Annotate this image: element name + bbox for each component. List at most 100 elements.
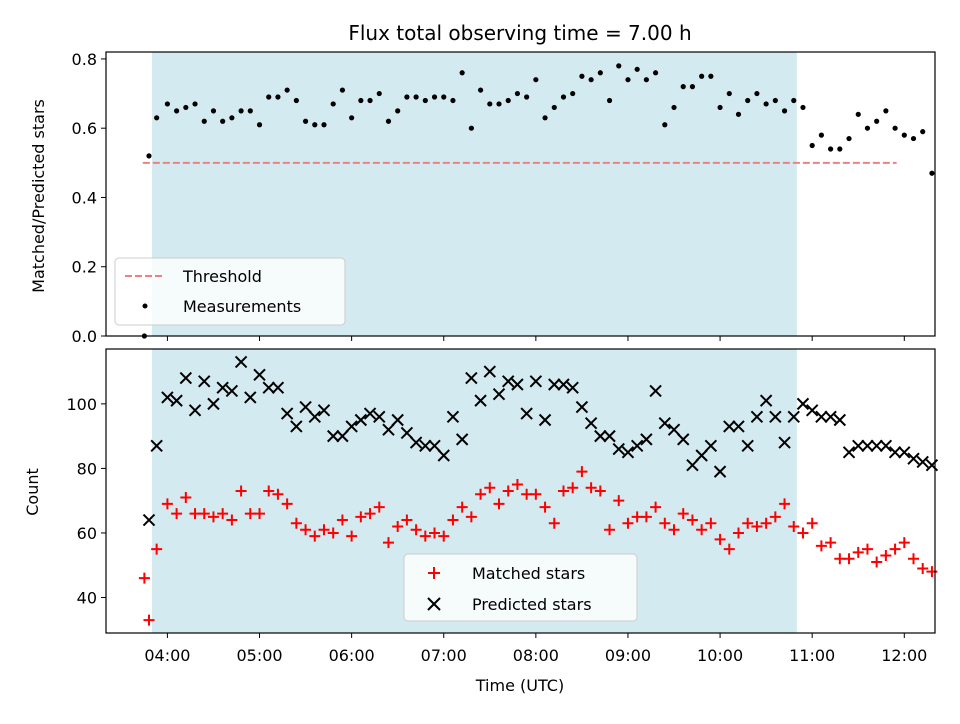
measurement-point	[266, 94, 272, 100]
predicted-star-point	[778, 436, 791, 449]
measurement-point	[367, 97, 373, 104]
matched-star-point	[548, 517, 560, 529]
measurement-point	[358, 97, 364, 104]
legend-predicted-label: Predicted stars	[472, 595, 592, 614]
matched-star-point	[318, 524, 330, 536]
matched-star-point	[576, 466, 588, 478]
predicted-star-point	[529, 375, 543, 388]
predicted-star-point	[557, 378, 570, 391]
measurement-point	[809, 142, 815, 149]
measurement-point	[459, 70, 465, 76]
chart-title: Flux total observing time = 7.00 h	[348, 21, 691, 45]
predicted-star-point	[336, 429, 349, 443]
predicted-star-point	[483, 365, 497, 378]
measurement-point	[671, 104, 677, 111]
measurement-point	[864, 125, 871, 131]
predicted-star-point	[603, 429, 616, 443]
matched-star-point	[226, 514, 238, 526]
predicted-star-point	[308, 410, 321, 423]
predicted-star-point	[898, 446, 911, 459]
measurement-point	[210, 108, 217, 114]
predicted-star-point	[861, 439, 874, 453]
predicted-star-point	[520, 407, 533, 420]
bottom-x-ticks: 04:00 05:00 06:00 07:00 08:00 09:00 10:00 11:00…	[144, 633, 927, 665]
predicted-star-point	[594, 429, 607, 443]
predicted-star-point	[548, 378, 561, 391]
matched-star-point	[364, 508, 376, 520]
matched-star-point	[815, 540, 827, 552]
predicted-star-point	[225, 384, 239, 398]
bottom-xtick-label: 07:00	[421, 646, 467, 665]
measurement-point	[883, 108, 889, 114]
matched-star-point	[825, 537, 837, 549]
matched-star-point	[493, 498, 505, 510]
matched-star-point	[567, 482, 579, 494]
matched-star-point	[290, 517, 302, 529]
predicted-star-point	[538, 413, 552, 427]
predicted-star-point	[852, 439, 865, 453]
predicted-star-point	[262, 381, 275, 394]
matched-star-point	[742, 517, 754, 529]
measurement-point	[588, 77, 594, 83]
top-ytick-label: 0.6	[72, 119, 97, 138]
predicted-star-point	[363, 407, 377, 420]
matched-star-point	[180, 491, 192, 503]
measurement-point	[201, 118, 207, 124]
predicted-star-point	[271, 381, 285, 394]
predicted-star-point	[428, 439, 441, 453]
matched-star-point	[244, 508, 256, 520]
top-panel: 0.00.20.40.60.8 Matched/Predicted stars …	[29, 50, 936, 346]
predicted-star-point	[888, 446, 902, 459]
measurement-point	[828, 146, 834, 152]
predicted-star-point	[207, 397, 220, 411]
measurement-point	[477, 87, 484, 93]
matched-star-point	[456, 501, 468, 513]
top-legend-box	[114, 257, 346, 326]
matched-star-point	[834, 553, 846, 565]
measurement-point	[800, 104, 806, 111]
measurement-point	[726, 90, 732, 97]
matched-star-point	[732, 527, 744, 539]
predicted-star-point	[354, 413, 368, 427]
matched-star-point	[217, 508, 229, 520]
matched-star-point	[521, 488, 533, 500]
predicted-star-point	[502, 375, 515, 388]
top-y-ticks: 0.0 0.2 0.4 0.6 0.8	[72, 50, 106, 346]
predicted-star-point	[437, 449, 450, 462]
matched-star-point	[502, 485, 514, 497]
matched-star-point	[254, 508, 266, 520]
predicted-star-point	[750, 410, 764, 423]
bottom-xtick-label: 04:00	[144, 646, 190, 665]
top-marks	[141, 63, 935, 339]
predicted-star-point	[299, 400, 312, 414]
matched-star-point	[871, 556, 883, 568]
matched-star-point	[539, 501, 551, 513]
matched-star-point	[419, 530, 431, 542]
predicted-star-point	[179, 371, 193, 385]
measurement-point	[606, 97, 613, 104]
matched-star-point	[585, 482, 597, 494]
measurement-point	[413, 94, 419, 100]
predicted-star-point	[723, 420, 736, 433]
measurement-point	[579, 73, 585, 79]
predicted-star-point	[419, 439, 432, 453]
matched-star-point	[917, 562, 929, 574]
bottom-y-ticks: 40 60 80 100	[66, 395, 106, 608]
predicted-star-point	[686, 458, 699, 472]
bottom-ytick-label: 40	[77, 589, 97, 608]
measurement-point	[560, 94, 567, 100]
matched-star-point	[760, 517, 772, 529]
measurement-point	[321, 122, 327, 128]
measurement-point	[929, 170, 935, 176]
predicted-star-point	[142, 513, 156, 527]
legend-predicted-swatch	[427, 597, 441, 611]
predicted-star-point	[741, 439, 754, 453]
predicted-star-point	[584, 417, 598, 430]
predicted-star-point	[455, 433, 469, 446]
measurement-point	[256, 122, 263, 128]
measurement-point	[680, 84, 686, 90]
matched-star-point	[640, 511, 652, 523]
matched-star-point	[604, 524, 616, 536]
top-ytick-label: 0.4	[72, 188, 97, 207]
